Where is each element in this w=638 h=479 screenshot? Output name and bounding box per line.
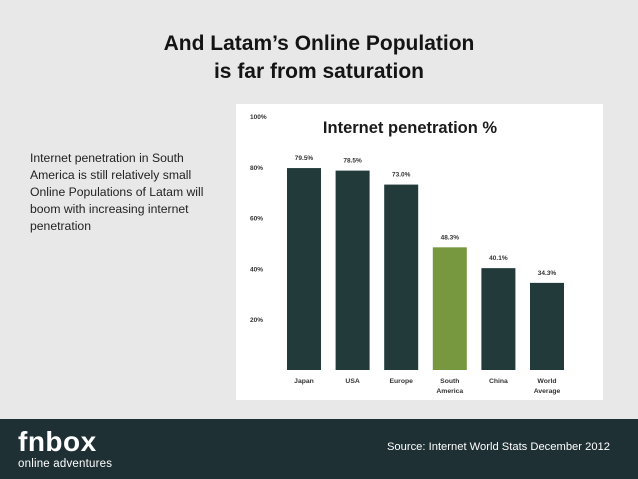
bar	[530, 282, 564, 370]
bar-value-label: 48.3%	[441, 234, 460, 241]
logo-wordmark: fnbox	[18, 426, 97, 457]
y-tick-label: 40%	[250, 266, 263, 273]
bar-value-label: 73.0%	[392, 172, 411, 179]
chart-title: Internet penetration %	[323, 119, 498, 137]
chart-panel: Internet penetration % 20% 40% 60% 80% 100% 79…	[236, 104, 603, 400]
bar	[335, 170, 370, 370]
bar-value-label: 34.3%	[538, 270, 557, 277]
logo-tagline: online adventures	[18, 458, 113, 470]
fnbox-logo: fnbox online adventures	[18, 426, 113, 471]
y-tick-label: 100%	[250, 114, 267, 121]
bar	[432, 247, 467, 370]
slide-title-line-2: is far from saturation	[213, 60, 425, 83]
y-tick-label: 80%	[250, 165, 263, 172]
bar-chart: Internet penetration % 20% 40% 60% 80% 100% 79…	[250, 114, 564, 395]
x-category-label: China	[489, 378, 508, 385]
bar	[481, 268, 516, 370]
x-category-label: Japan	[294, 378, 314, 385]
x-category-label: America	[436, 388, 463, 395]
y-tick-label: 20%	[250, 317, 263, 324]
slide-title: And Latam’s Online Population is far fro…	[100, 30, 538, 86]
x-category-label: World	[537, 378, 556, 385]
bar-value-label: 78.5%	[343, 158, 362, 165]
x-category-label: South	[440, 378, 459, 385]
bar-value-label: 40.1%	[489, 255, 508, 262]
bar-value-label: 79.5%	[295, 155, 314, 162]
body-text: Internet penetration in South America is…	[30, 151, 204, 233]
bar	[287, 168, 321, 370]
x-category-label: Average	[534, 388, 561, 395]
footer-bar: fnbox online adventures Source: Internet…	[0, 419, 638, 479]
x-category-label: USA	[345, 378, 359, 385]
source-note: Source: Internet World Stats December 20…	[386, 441, 610, 453]
y-tick-label: 60%	[250, 216, 263, 223]
bar	[384, 184, 419, 370]
slide-title-line-1: And Latam’s Online Population	[163, 32, 475, 55]
x-category-label: Europe	[389, 378, 413, 385]
